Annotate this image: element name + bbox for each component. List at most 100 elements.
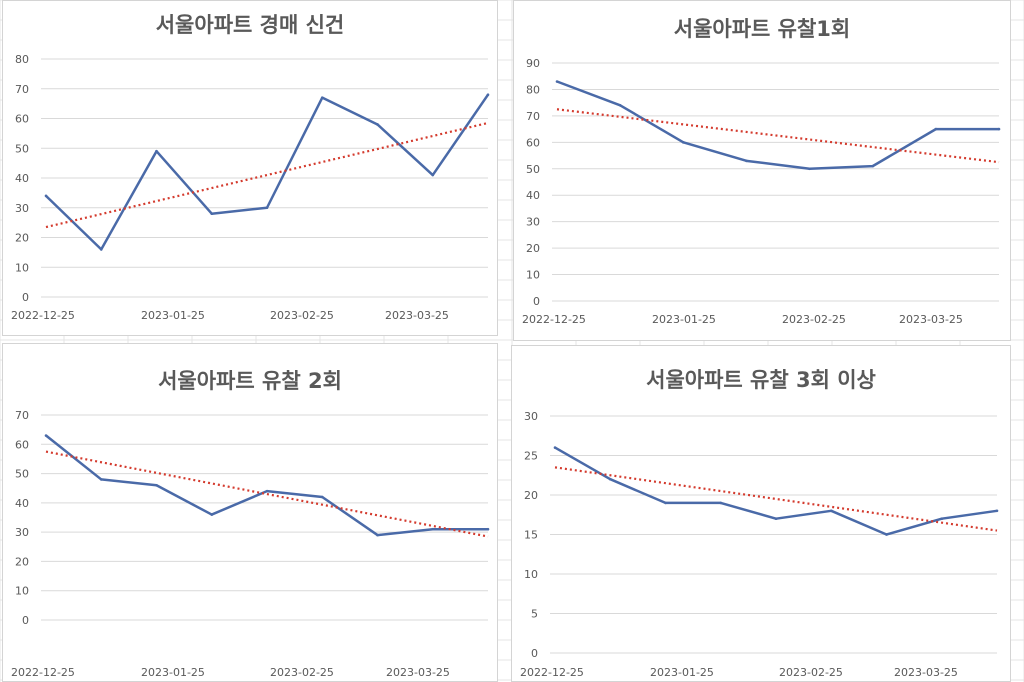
y-tick-label: 70 — [15, 409, 29, 422]
chart-panel-fail-three-plus[interactable]: 서울아파트 유찰 3회 이상 0 5 10 15 20 25 30 2022-12-25 202… — [511, 345, 1011, 682]
x-tick-label: 2022-12-25 — [522, 313, 586, 326]
y-tick-label: 0 — [531, 647, 538, 660]
data-point — [265, 206, 269, 210]
x-tick-label: 2023-03-25 — [386, 666, 450, 679]
data-point — [555, 80, 559, 83]
x-tick-label: 2023-03-25 — [385, 309, 449, 322]
data-point — [774, 517, 778, 520]
data-point — [808, 167, 811, 171]
y-tick-label: 30 — [526, 216, 540, 229]
x-tick-label: 2022-12-25 — [11, 309, 75, 322]
chart-panel-fail-twice[interactable]: 서울아파트 유찰 2회 0 10 20 30 40 50 60 70 2022-12-25 202… — [2, 343, 498, 682]
data-point — [618, 104, 622, 107]
y-tick-label: 50 — [15, 468, 29, 481]
data-point — [376, 533, 379, 537]
line-chart: 0 10 20 30 40 50 60 70 80 90 2022-12-25 2023-01-25 2… — [522, 57, 1001, 326]
trendline — [45, 121, 489, 229]
data-point — [885, 533, 888, 536]
y-tick-label: 15 — [524, 529, 538, 542]
data-point — [995, 509, 999, 513]
data-point — [486, 93, 490, 96]
y-tick-label: 80 — [15, 53, 29, 66]
data-point — [155, 149, 158, 153]
x-tick-label: 2023-02-25 — [779, 666, 843, 679]
data-point — [608, 477, 612, 481]
y-tick-label: 0 — [533, 295, 540, 308]
x-tick-label: 2023-01-25 — [650, 666, 714, 679]
y-tick-label: 20 — [15, 555, 29, 568]
data-point — [997, 127, 1001, 131]
data-point — [719, 501, 723, 505]
data-point — [155, 483, 158, 487]
y-tick-label: 60 — [15, 113, 29, 126]
data-point — [44, 194, 48, 198]
data-point — [664, 501, 667, 505]
y-tick-label: 60 — [526, 136, 540, 149]
chart-panel-new-cases[interactable]: 서울아파트 경매 신건 0 10 20 30 40 50 60 70 80 2022-12-25 2… — [2, 0, 498, 336]
line-chart: 0 10 20 30 40 50 60 70 80 2022-12-25 2023-01-25 202… — [11, 53, 490, 322]
y-tick-label: 10 — [15, 585, 29, 598]
y-tick-label: 20 — [526, 242, 540, 255]
data-point — [486, 527, 490, 531]
y-tick-label: 90 — [526, 57, 540, 70]
data-point — [44, 434, 48, 437]
data-point — [376, 123, 379, 126]
y-tick-label: 40 — [526, 189, 540, 202]
trendline — [45, 450, 489, 538]
data-point — [99, 248, 103, 251]
data-point — [431, 173, 435, 177]
line-chart: 0 10 20 30 40 50 60 70 2022-12-25 2023-01-25 2023-… — [11, 409, 490, 679]
y-tick-label: 10 — [524, 568, 538, 581]
chart-title: 서울아파트 유찰 2회 — [158, 369, 342, 393]
line-chart: 0 5 10 15 20 25 30 2022-12-25 2023-01-25 2023-02-… — [520, 410, 999, 679]
y-tick-label: 5 — [531, 608, 538, 621]
x-tick-label: 2023-03-25 — [899, 313, 963, 326]
data-point — [320, 495, 324, 499]
chart-panel-fail-once[interactable]: 서울아파트 유찰1회 0 10 20 30 40 50 60 70 80 90 2022-12-25… — [513, 0, 1011, 341]
data-point — [320, 96, 324, 99]
data-point — [553, 446, 557, 449]
y-tick-label: 80 — [526, 83, 540, 96]
series-line — [556, 80, 999, 171]
data-point — [431, 527, 435, 531]
x-tick-label: 2023-03-25 — [894, 666, 958, 679]
chart-title: 서울아파트 유찰 3회 이상 — [646, 368, 876, 392]
series-line — [45, 93, 490, 251]
x-tick-label: 2023-01-25 — [141, 309, 205, 322]
x-tick-label: 2023-02-25 — [270, 666, 334, 679]
y-tick-label: 30 — [15, 526, 29, 539]
y-tick-label: 25 — [524, 450, 538, 463]
x-tick-label: 2023-02-25 — [782, 313, 846, 326]
x-tick-label: 2023-01-25 — [652, 313, 716, 326]
data-point — [265, 489, 269, 493]
y-tick-label: 20 — [524, 489, 538, 502]
y-tick-label: 0 — [22, 614, 29, 627]
data-point — [934, 127, 938, 131]
data-point — [681, 141, 685, 144]
x-tick-label: 2022-12-25 — [520, 666, 584, 679]
x-tick-label: 2023-02-25 — [270, 309, 334, 322]
y-tick-label: 70 — [526, 110, 540, 123]
y-tick-label: 10 — [15, 261, 29, 274]
y-tick-label: 40 — [15, 172, 29, 185]
x-tick-label: 2023-01-25 — [141, 666, 205, 679]
data-point — [871, 164, 875, 168]
data-point — [210, 513, 214, 516]
series-line — [554, 446, 998, 536]
data-point — [210, 212, 214, 215]
x-tick-label: 2022-12-25 — [11, 666, 75, 679]
y-tick-label: 50 — [15, 142, 29, 155]
y-tick-label: 20 — [15, 232, 29, 245]
data-point — [745, 159, 748, 163]
y-tick-label: 40 — [15, 497, 29, 510]
y-tick-label: 10 — [526, 269, 540, 282]
chart-title: 서울아파트 경매 신건 — [155, 13, 345, 37]
y-tick-label: 30 — [15, 202, 29, 215]
trendline — [556, 108, 1000, 164]
y-tick-label: 60 — [15, 438, 29, 451]
data-point — [940, 517, 944, 520]
series-line — [45, 434, 488, 537]
y-tick-label: 50 — [526, 163, 540, 176]
y-tick-label: 70 — [15, 83, 29, 96]
chart-title: 서울아파트 유찰1회 — [673, 17, 851, 41]
